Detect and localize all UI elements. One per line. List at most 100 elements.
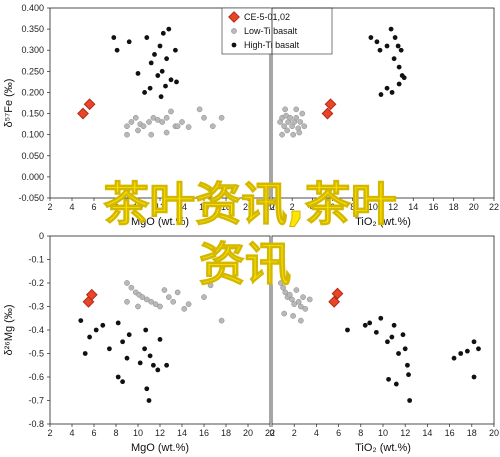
series-ce <box>328 287 344 308</box>
y-tick-label: 0.000 <box>21 172 44 182</box>
series-low <box>124 106 225 138</box>
x-tick-label: 8 <box>113 428 118 438</box>
data-point-low <box>301 123 308 130</box>
x-tick-label: 18 <box>449 202 459 212</box>
data-point-high <box>386 376 391 382</box>
data-point-high <box>107 346 112 352</box>
data-point-high <box>137 360 143 366</box>
x-tick-label: 12 <box>388 202 398 212</box>
data-point-low <box>293 287 300 293</box>
data-point-high <box>373 329 379 335</box>
data-point-high <box>407 398 413 403</box>
data-point-low <box>196 106 203 113</box>
data-point-low <box>170 298 177 305</box>
data-point-high <box>155 73 161 78</box>
x-tick-label: 12 <box>155 428 165 438</box>
x-tick-label: 4 <box>69 202 74 212</box>
data-point-low <box>201 294 207 300</box>
x-tick-label: 20 <box>243 428 253 438</box>
data-point-low <box>152 301 159 307</box>
x-tick-label: 16 <box>445 428 455 438</box>
data-point-high <box>157 43 163 49</box>
x-tick-label: 10 <box>133 428 143 438</box>
x-tick-label: 20 <box>489 428 499 438</box>
data-point-ce <box>77 107 89 120</box>
data-point-high <box>164 362 170 368</box>
x-tick-label: 8 <box>358 428 363 438</box>
data-point-low <box>135 303 141 310</box>
data-point-high <box>124 355 130 361</box>
data-point-high <box>391 56 397 62</box>
data-point-high <box>157 337 163 342</box>
data-point-high <box>458 351 464 356</box>
x-tick-label: 6 <box>91 202 96 212</box>
data-point-ce <box>331 287 344 300</box>
data-point-high <box>163 83 168 89</box>
data-point-low <box>297 119 304 125</box>
series-ce <box>77 98 96 120</box>
data-point-high <box>471 374 477 380</box>
x-tick-label: 6 <box>91 428 96 438</box>
x-tick-label: 10 <box>133 202 143 212</box>
data-point-high <box>135 71 141 76</box>
data-point-high <box>396 81 402 87</box>
x-tick-label: 2 <box>290 202 295 212</box>
data-point-high <box>93 327 99 333</box>
data-point-low <box>207 282 214 289</box>
data-point-low <box>168 108 174 115</box>
data-point-low <box>209 123 216 130</box>
data-point-high <box>82 351 88 356</box>
data-point-low <box>139 294 146 300</box>
data-point-high <box>393 381 399 387</box>
data-point-high <box>400 332 406 338</box>
x-tick-label: 4 <box>310 202 315 212</box>
data-point-high <box>378 92 384 97</box>
data-point-high <box>120 379 125 385</box>
data-point-low <box>287 114 294 121</box>
data-point-low <box>124 131 130 138</box>
data-point-low <box>124 298 130 305</box>
data-point-low <box>279 131 285 138</box>
data-point-high <box>151 362 156 368</box>
x-tick-label: 22 <box>489 202 499 212</box>
y-axis-label: δ²⁶Mg (‰) <box>3 305 15 356</box>
data-point-low <box>281 123 287 130</box>
x-axis-label: MgO (wt.%) <box>131 216 189 228</box>
y-tick-label: -0.7 <box>28 396 44 406</box>
data-point-high <box>396 351 401 356</box>
x-tick-label: 2 <box>47 202 52 212</box>
data-point-high <box>142 90 148 95</box>
data-point-high <box>87 334 92 340</box>
x-tick-label: 20 <box>243 202 253 212</box>
data-point-low <box>185 124 192 130</box>
data-point-high <box>100 322 106 328</box>
x-tick-label: 12 <box>155 202 165 212</box>
x-tick-label: 0 <box>269 428 274 438</box>
data-point-low <box>132 114 139 121</box>
data-point-high <box>396 64 402 70</box>
data-point-low <box>124 123 130 130</box>
chart-panel-bl: 2 4 6 8 10 12 14 16 18 20 220-0.1-0.2-0.3-0.4-0.5-… <box>3 231 275 454</box>
x-tick-label: 18 <box>221 202 231 212</box>
x-tick-label: 12 <box>400 428 410 438</box>
y-tick-label: 0.300 <box>21 45 44 55</box>
x-tick-label: 6 <box>336 428 341 438</box>
data-point-high <box>148 60 154 66</box>
chart-panel-tl: 2 4 6 8 10 12 14 16 18 20 220.4000.3500.3000.2500.… <box>3 3 333 228</box>
legend-marker-high <box>231 42 237 48</box>
data-point-ce <box>321 107 334 120</box>
x-tick-label: 10 <box>368 202 378 212</box>
data-point-high <box>158 94 164 100</box>
data-point-high <box>147 353 153 359</box>
data-point-low <box>280 284 286 291</box>
data-point-low <box>298 317 304 324</box>
data-point-low <box>278 280 284 286</box>
legend-marker-low <box>231 28 237 34</box>
data-point-low <box>157 303 163 310</box>
data-point-low <box>298 303 304 310</box>
data-point-high <box>144 386 150 392</box>
chart-panel-br: 0 2 4 6 8 10 12 14 16 18 20 TiO₂ (wt.%) <box>269 235 499 454</box>
x-tick-label: 2 <box>47 428 52 438</box>
data-point-low <box>286 291 293 298</box>
data-point-low <box>306 296 313 303</box>
